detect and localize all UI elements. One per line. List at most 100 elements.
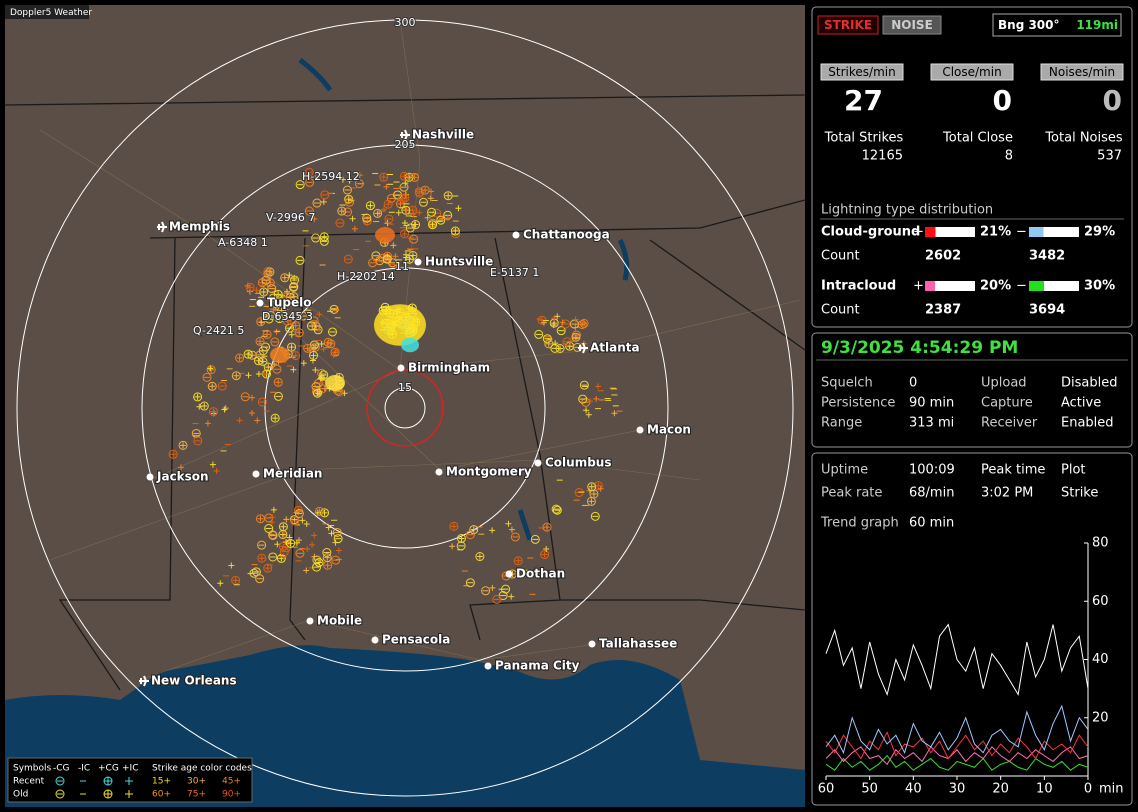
strike-glyph <box>383 183 390 190</box>
trend-line <box>825 623 1089 697</box>
strike-glyph <box>210 408 217 415</box>
strike-symbol <box>418 197 428 207</box>
strike-symbol <box>368 258 378 268</box>
strike-symbol <box>319 232 329 242</box>
noise-button-label[interactable]: NOISE <box>891 18 933 32</box>
strike-symbol <box>449 521 459 531</box>
strike-glyph <box>180 442 187 449</box>
strike-symbol <box>583 407 590 414</box>
strike-glyph <box>288 344 295 351</box>
strike-glyph <box>450 523 457 530</box>
strike-circle <box>333 534 343 544</box>
strike-glyph <box>207 365 214 372</box>
strike-glyph <box>291 516 298 523</box>
strike-circle <box>207 381 217 391</box>
strike-circle <box>481 586 491 596</box>
title-bar <box>5 5 89 19</box>
count-value: 3482 <box>1029 249 1065 264</box>
strike-circle <box>408 250 418 260</box>
strike-circle <box>510 532 520 542</box>
strike-symbol <box>555 344 565 354</box>
strike-symbol <box>309 357 316 364</box>
city-label: Tupelo <box>267 296 312 310</box>
strike-symbol <box>551 314 558 321</box>
x-tick-label: 60 <box>818 782 835 797</box>
strike-circle <box>331 555 341 565</box>
strike-symbol <box>289 282 299 292</box>
strike-button[interactable] <box>817 15 879 35</box>
strike-circle <box>382 254 392 264</box>
strike-symbol <box>534 329 544 339</box>
strike-symbol <box>379 172 389 182</box>
strike-symbol <box>254 417 261 424</box>
strike-symbol <box>403 207 410 214</box>
strike-glyph <box>278 307 285 314</box>
strike-glyph <box>299 517 306 524</box>
strike-circle <box>243 349 253 359</box>
city-dot <box>371 636 379 644</box>
strike-glyph <box>249 394 256 401</box>
strike-glyph <box>403 207 410 214</box>
strike-symbol <box>303 343 313 353</box>
strike-symbol <box>597 485 604 492</box>
strike-symbol <box>208 407 218 417</box>
strike-symbol <box>243 349 253 359</box>
strike-circle <box>322 553 332 563</box>
strike-circle <box>579 318 589 328</box>
percent-bar <box>925 281 935 291</box>
strike-glyph <box>318 374 325 381</box>
strike-glyph <box>209 461 216 468</box>
strike-symbol <box>309 350 319 360</box>
strike-symbol <box>270 306 277 313</box>
strike-symbol <box>273 289 283 299</box>
strike-symbol <box>209 461 216 468</box>
strike-symbol <box>373 208 383 218</box>
strike-symbol <box>273 377 283 387</box>
strike-circle <box>456 533 466 543</box>
city-label: Meridian <box>263 467 322 481</box>
strike-circle <box>273 377 283 387</box>
legend-row: Old <box>13 790 28 800</box>
setting: Persistence <box>821 396 895 411</box>
strike-glyph <box>270 506 277 513</box>
strike-glyph <box>597 485 604 492</box>
strike-glyph <box>325 339 332 346</box>
strike-glyph <box>401 230 408 237</box>
storm-label: H-2594 12 <box>302 170 360 183</box>
strike-symbol <box>228 562 235 569</box>
strike-circle <box>280 273 290 283</box>
strike-button-label[interactable]: STRIKE <box>824 18 872 32</box>
strike-circle <box>314 506 324 516</box>
strike-symbol <box>398 193 408 203</box>
city-label: Mobile <box>317 614 362 628</box>
strike-symbol <box>257 540 267 550</box>
strike-symbol <box>540 319 547 326</box>
strike-glyph <box>543 546 550 553</box>
strike-symbol <box>611 410 618 417</box>
strike-symbol <box>510 532 520 542</box>
strike-symbol <box>249 394 256 401</box>
sign: − <box>1016 279 1027 294</box>
strike-circle <box>257 397 267 407</box>
strike-symbol <box>578 394 588 404</box>
stat: 68/min <box>909 486 954 501</box>
strike-symbol <box>196 403 203 410</box>
strike-symbol <box>267 284 277 294</box>
strike-circle <box>259 287 269 297</box>
strike-circle <box>286 538 296 548</box>
strike-symbol <box>270 413 280 423</box>
strike-glyph <box>321 233 328 240</box>
strike-glyph <box>228 562 235 569</box>
strike-symbol <box>217 580 224 587</box>
strike-glyph <box>395 209 402 216</box>
strike-circle <box>400 229 410 239</box>
noise-button[interactable] <box>882 15 942 35</box>
strike-circle <box>465 530 475 540</box>
strike-circle <box>571 332 581 342</box>
strike-symbol <box>392 253 399 260</box>
strike-symbol <box>178 440 188 450</box>
strike-circle <box>420 185 430 195</box>
strike-glyph <box>273 328 280 335</box>
setting: Capture <box>981 396 1033 411</box>
strike-glyph <box>551 314 558 321</box>
